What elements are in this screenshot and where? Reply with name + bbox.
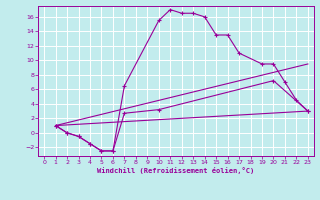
X-axis label: Windchill (Refroidissement éolien,°C): Windchill (Refroidissement éolien,°C) [97, 167, 255, 174]
